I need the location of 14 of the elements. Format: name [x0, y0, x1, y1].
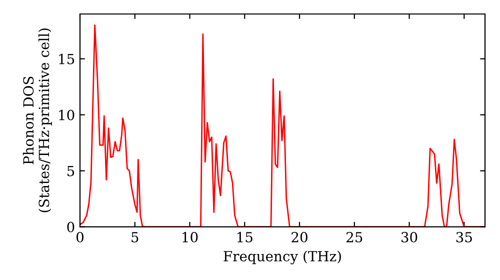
x-tick-label: 10 [182, 232, 198, 242]
y-tick-label: 5 [67, 166, 74, 176]
x-tick-label: 20 [292, 232, 308, 242]
x-tick-label: 25 [346, 232, 362, 242]
x-tick-label: 5 [132, 232, 138, 242]
y-tick-label: 0 [67, 222, 74, 232]
x-tick-label: 0 [76, 232, 84, 242]
y-tick-label: 10 [59, 110, 74, 120]
x-tick-label: 15 [237, 232, 252, 242]
x-axis-title: Frequency (THz) [224, 250, 341, 264]
x-tick-label: 35 [456, 232, 472, 242]
y-axis-title: Phonon DOS (States/THz·primitive cell) [22, 28, 52, 212]
x-tick-label: 30 [401, 232, 418, 242]
y-tick-label: 15 [59, 54, 74, 64]
